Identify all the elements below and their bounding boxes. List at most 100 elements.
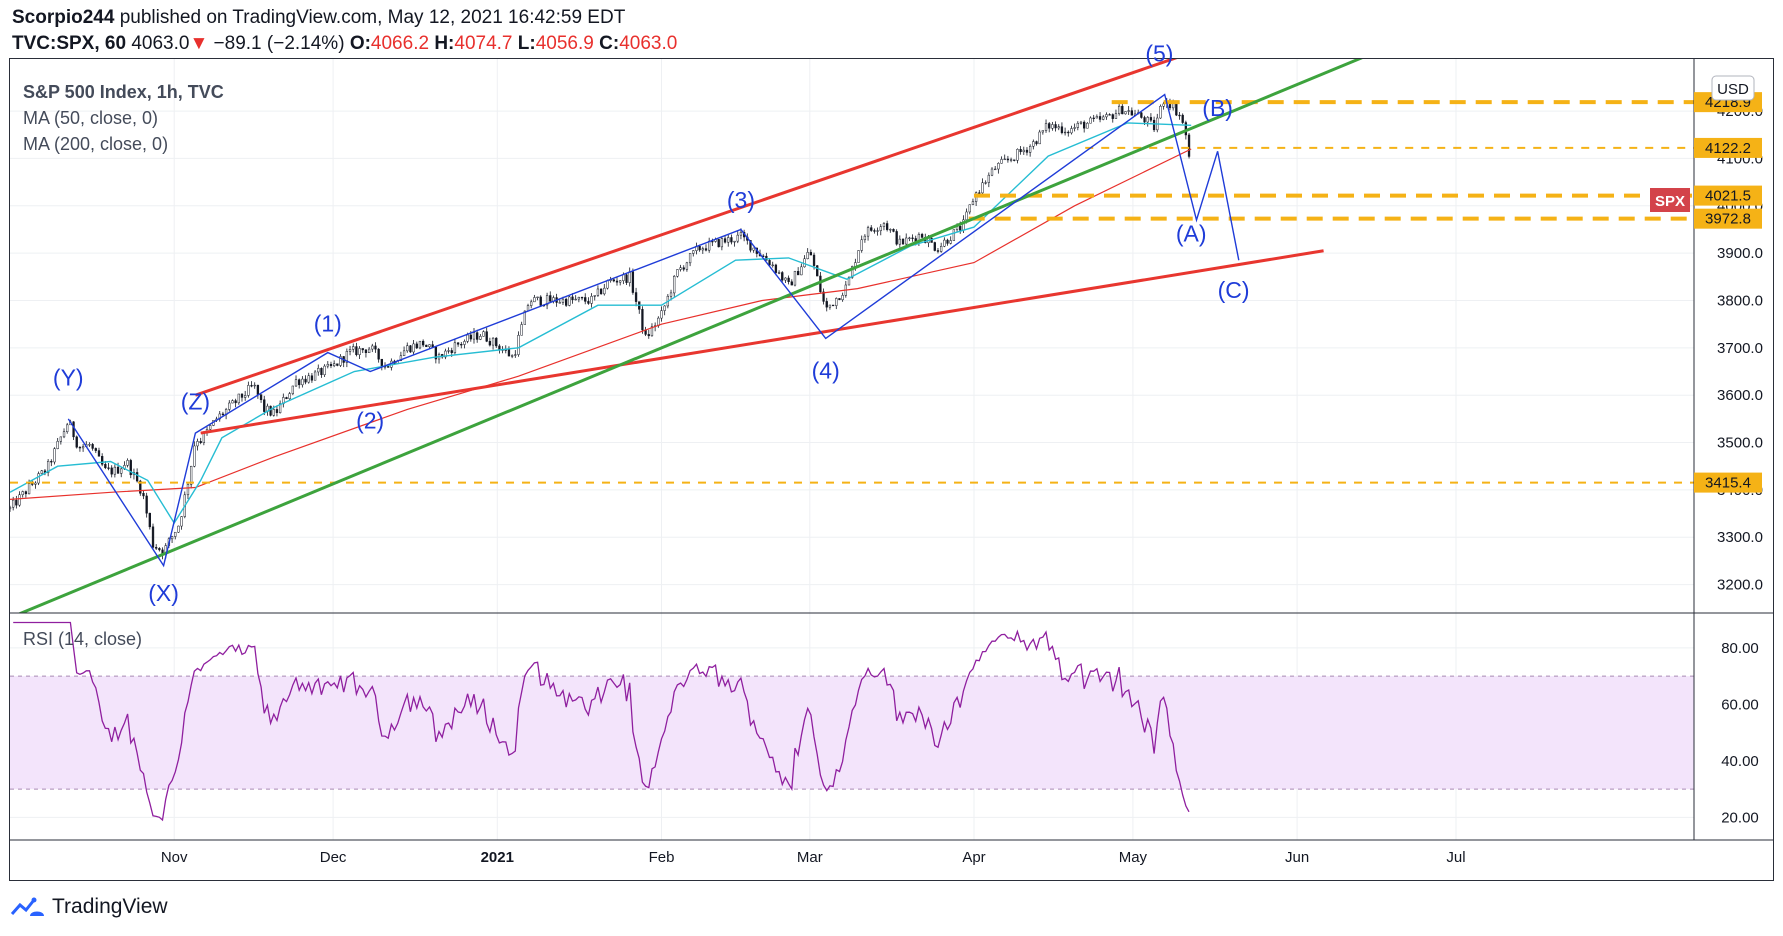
footer-brand[interactable]: TradingView	[10, 895, 168, 919]
price-level-tag: 3972.8	[1694, 208, 1762, 229]
candle	[882, 222, 886, 231]
candle	[320, 367, 323, 378]
rsi-pane[interactable]	[13, 621, 1190, 822]
candle	[933, 241, 936, 252]
candle	[641, 306, 644, 334]
wave-label: (2)	[356, 407, 384, 433]
candle	[209, 424, 212, 430]
candle	[990, 167, 994, 177]
time-axis[interactable]: Nov Dec 2021 Feb Mar Apr May Jun Jul	[161, 849, 1466, 866]
svg-text:3415.4: 3415.4	[1705, 475, 1751, 492]
candle	[584, 293, 587, 305]
candle	[266, 403, 269, 416]
candle	[472, 328, 476, 344]
candle	[304, 375, 307, 385]
high-value: 4074.7	[454, 33, 513, 54]
candle	[1098, 112, 1102, 123]
currency-button[interactable]: USD	[1711, 75, 1755, 101]
price-pane[interactable]	[9, 19, 1694, 618]
x-tick-label: Feb	[649, 849, 675, 866]
candle	[218, 410, 221, 422]
candle	[628, 267, 631, 287]
candle	[374, 342, 377, 353]
trendline-channel-lower[interactable]	[200, 249, 1324, 435]
candle	[285, 396, 288, 400]
trendline-support[interactable]	[10, 19, 1456, 618]
candle	[81, 443, 85, 452]
candle	[476, 329, 479, 343]
candle	[189, 465, 193, 489]
candle	[577, 296, 581, 303]
legend-ma50[interactable]: MA (50, close, 0)	[23, 108, 158, 128]
candle	[825, 297, 828, 312]
candle	[835, 297, 838, 310]
candle	[781, 271, 784, 283]
candle	[688, 253, 692, 267]
x-tick-label: Mar	[797, 849, 823, 866]
candle	[1060, 122, 1064, 135]
candle	[1162, 101, 1165, 110]
candle	[345, 348, 349, 368]
candle	[37, 471, 40, 486]
candle	[625, 273, 628, 285]
candle	[1067, 130, 1070, 137]
candle	[278, 400, 282, 414]
legend-ma200[interactable]: MA (200, close, 0)	[23, 134, 168, 154]
candle	[590, 293, 593, 308]
price-levels	[10, 100, 1694, 484]
candle	[1114, 109, 1118, 119]
candle	[816, 265, 819, 277]
candle	[1073, 123, 1076, 132]
wave-label: (5)	[1145, 40, 1173, 66]
candle	[453, 338, 457, 355]
candle	[107, 463, 110, 471]
candle	[920, 232, 924, 239]
candle	[317, 364, 320, 376]
price-axis[interactable]: 3200.03300.03400.03500.03600.03700.03800…	[1717, 103, 1763, 594]
price-level-tag: 4021.5	[1694, 185, 1762, 206]
candle	[380, 358, 383, 371]
spx-badge-label: SPX	[1655, 193, 1685, 210]
candle	[568, 295, 571, 307]
candle	[1108, 113, 1111, 116]
candle	[418, 340, 422, 350]
candle	[62, 428, 66, 439]
candle	[291, 385, 294, 396]
candle	[536, 296, 539, 301]
candle	[1054, 121, 1057, 132]
candle	[1146, 116, 1149, 127]
candle	[1156, 113, 1159, 133]
rsi-tick-label: 60.00	[1721, 696, 1759, 713]
candle	[574, 295, 577, 301]
candle	[352, 343, 355, 353]
wave-path[interactable]	[67, 93, 1240, 568]
candle	[793, 270, 797, 287]
candle	[673, 275, 676, 297]
candle	[91, 442, 94, 451]
candle	[1044, 119, 1048, 133]
candle	[313, 369, 317, 381]
candle	[727, 234, 730, 247]
candle	[1089, 116, 1092, 124]
x-tick-label: Jun	[1285, 849, 1309, 866]
candle	[1159, 104, 1162, 119]
rsi-axis[interactable]: 20.00 40.00 60.00 80.00	[1721, 640, 1759, 827]
candle	[196, 438, 199, 451]
candle	[415, 341, 418, 350]
candle	[34, 481, 37, 489]
candle	[1111, 113, 1114, 123]
candle	[234, 398, 237, 408]
author-name[interactable]: Scorpio244	[12, 7, 115, 28]
candle	[298, 378, 301, 389]
candle	[901, 238, 905, 245]
candle	[545, 292, 549, 310]
x-tick-label: Dec	[320, 849, 347, 866]
legend-rsi[interactable]: RSI (14, close)	[23, 629, 142, 649]
trendline-channel-upper[interactable]	[194, 23, 1276, 397]
trendlines[interactable]	[10, 19, 1456, 618]
candle	[247, 381, 250, 398]
candle	[406, 342, 409, 353]
candle	[1057, 124, 1060, 131]
candle	[1095, 114, 1099, 119]
